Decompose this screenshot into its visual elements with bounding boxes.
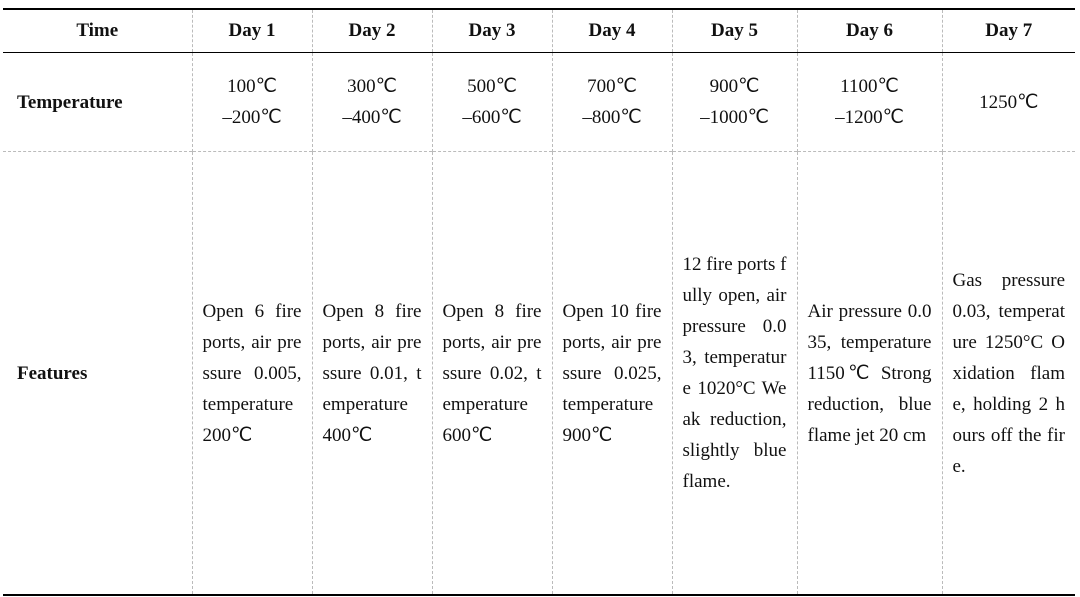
- row-label: Temperature: [3, 52, 192, 152]
- table-cell: 12 fire ports fully open, air pressure 0…: [671, 151, 797, 596]
- cell-line: 900℃: [709, 76, 760, 97]
- cell-line: Air pressure 0.035, temperature 1150℃ St…: [807, 300, 932, 446]
- cell-line: 1100℃: [840, 76, 899, 97]
- table-cell: 700℃ –800℃: [551, 52, 672, 152]
- header-cell: Day 7: [941, 8, 1075, 53]
- cell-line: Open 8 fire ports, air pressure 0.02, te…: [442, 300, 542, 446]
- table-cell: Open 8 fire ports, air pressure 0.01, te…: [311, 151, 432, 596]
- cell-line: –200℃: [222, 107, 282, 128]
- cell-line: Open 10 fire ports, air pressure 0.025, …: [562, 300, 662, 446]
- header-cell: Day 5: [671, 8, 797, 53]
- header-cell: Day 6: [796, 8, 942, 53]
- table-cell: Open 8 fire ports, air pressure 0.02, te…: [431, 151, 552, 596]
- table-cell: 100℃ –200℃: [191, 52, 312, 152]
- cell-line: 100℃: [227, 76, 277, 97]
- data-table: Time Day 1 Day 2 Day 3 Day 4 Day 5 Day 6 Day 7 …: [3, 8, 1075, 596]
- header-cell: Time: [3, 8, 192, 53]
- table-body: Temperature 100℃ –200℃ 300℃ –400℃ 500℃ –600℃ 70…: [3, 52, 1075, 596]
- table-cell: 300℃ –400℃: [311, 52, 432, 152]
- cell-line: Open 6 fire ports, air pressure 0.005, t…: [202, 300, 302, 446]
- row-label: Features: [3, 151, 192, 596]
- table-cell: 500℃ –600℃: [431, 52, 552, 152]
- cell-line: –1000℃: [700, 107, 769, 128]
- table-cell: 900℃ –1000℃: [671, 52, 797, 152]
- table-row: Temperature 100℃ –200℃ 300℃ –400℃ 500℃ –600℃ 70…: [3, 52, 1075, 152]
- table-cell: Open 6 fire ports, air pressure 0.005, t…: [191, 151, 312, 596]
- header-cell: Day 4: [551, 8, 672, 53]
- cell-line: 300℃: [347, 76, 397, 97]
- table-row: Features Open 6 fire ports, air pressure …: [3, 151, 1075, 596]
- cell-line: 500℃: [467, 76, 517, 97]
- cell-line: 1250℃: [979, 91, 1039, 113]
- cell-line: 700℃: [587, 76, 637, 97]
- table-cell: Open 10 fire ports, air pressure 0.025, …: [551, 151, 672, 596]
- table-cell: Air pressure 0.035, temperature 1150℃ St…: [796, 151, 942, 596]
- header-cell: Day 2: [311, 8, 432, 53]
- cell-line: Gas pressure 0.03, temperature 1250°C Ox…: [952, 269, 1066, 477]
- cell-line: –600℃: [462, 107, 522, 128]
- cell-line: 12 fire ports fully open, air pressure 0…: [682, 254, 787, 492]
- cell-line: –800℃: [582, 107, 642, 128]
- header-cell: Day 1: [191, 8, 312, 53]
- header-cell: Day 3: [431, 8, 552, 53]
- table-cell: 1100℃ –1200℃: [796, 52, 942, 152]
- table-cell: 1250℃: [941, 52, 1075, 152]
- cell-line: –1200℃: [835, 107, 904, 128]
- header-row: Time Day 1 Day 2 Day 3 Day 4 Day 5 Day 6 Day 7: [3, 8, 1075, 53]
- table-cell: Gas pressure 0.03, temperature 1250°C Ox…: [941, 151, 1075, 596]
- cell-line: –400℃: [342, 107, 402, 128]
- cell-line: Open 8 fire ports, air pressure 0.01, te…: [322, 300, 422, 446]
